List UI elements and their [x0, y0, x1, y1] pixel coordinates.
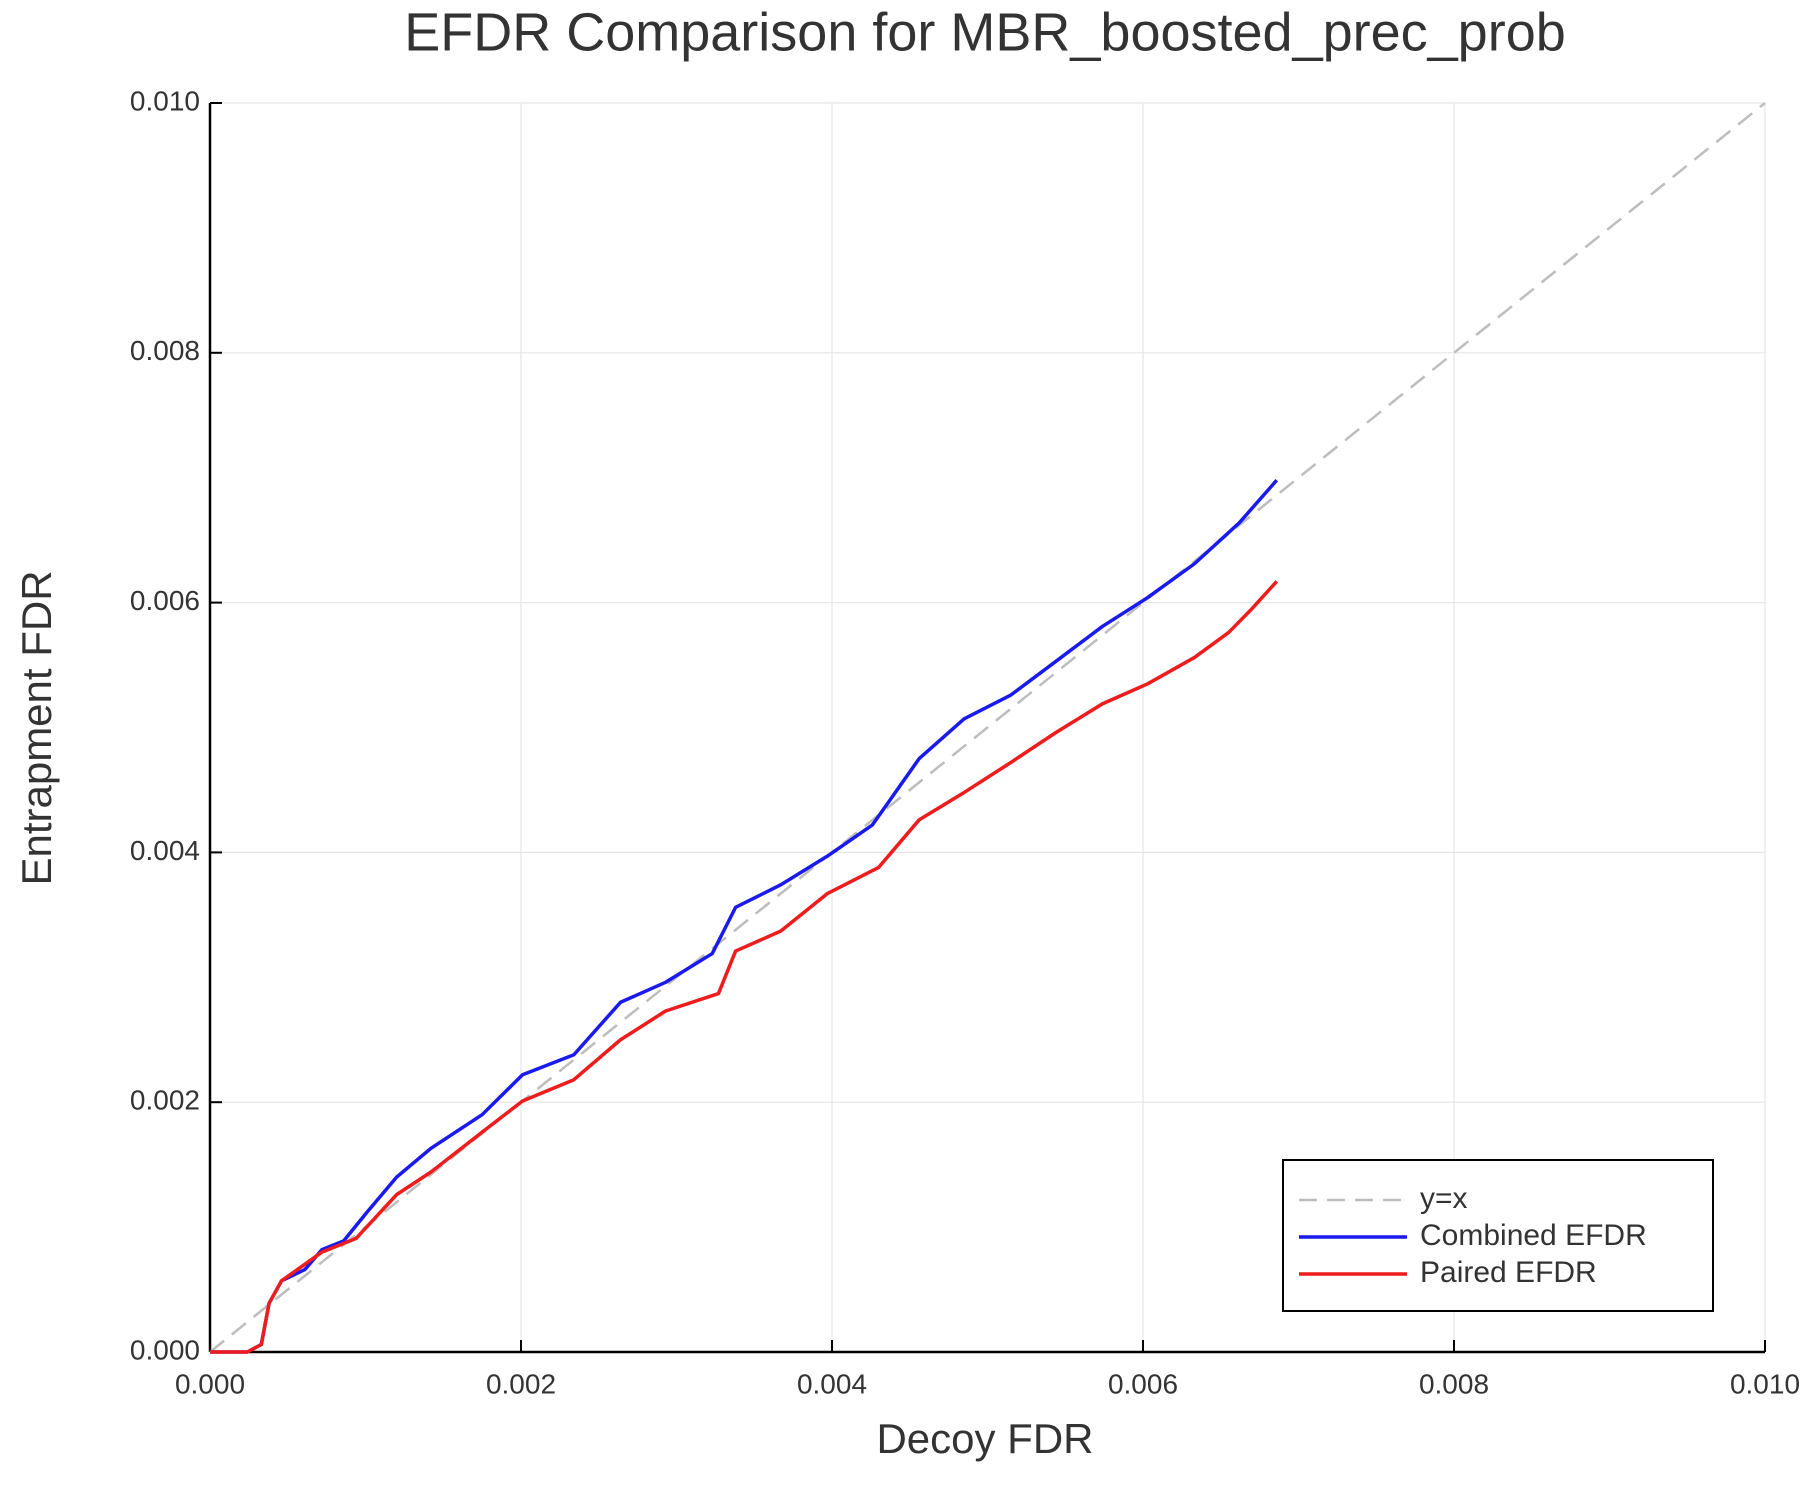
y-tick-label: 0.008: [130, 335, 200, 366]
series-line: [209, 102, 1766, 1353]
series-line: [210, 479, 1279, 1354]
x-axis-label: Decoy FDR: [876, 1415, 1093, 1462]
legend-label: y=x: [1420, 1182, 1468, 1215]
legend-label: Combined EFDR: [1420, 1219, 1647, 1252]
series-line: [210, 580, 1279, 1354]
y-tick-label: 0.004: [130, 835, 200, 866]
y-tick-label: 0.000: [130, 1334, 200, 1365]
x-tick-label: 0.004: [797, 1368, 867, 1399]
chart-title: EFDR Comparison for MBR_boosted_prec_pro…: [404, 2, 1566, 62]
x-tick-label: 0.006: [1108, 1368, 1178, 1399]
y-tick-label: 0.006: [130, 585, 200, 616]
x-tick-label: 0.008: [1419, 1368, 1489, 1399]
y-tick-label: 0.010: [130, 85, 200, 116]
y-axis-label: Entrapment FDR: [13, 570, 60, 885]
x-tick-label: 0.010: [1730, 1368, 1800, 1399]
x-tick-label: 0.000: [175, 1368, 245, 1399]
legend-label: Paired EFDR: [1420, 1256, 1597, 1289]
y-tick-label: 0.002: [130, 1085, 200, 1116]
x-tick-label: 0.002: [486, 1368, 556, 1399]
